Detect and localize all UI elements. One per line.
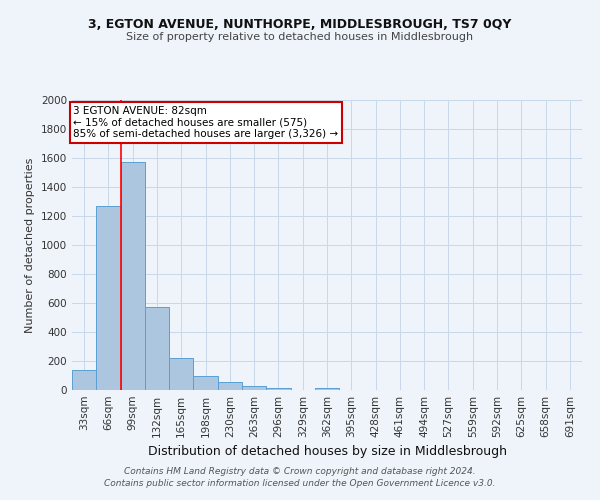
Bar bbox=[218, 382, 242, 390]
Bar bbox=[169, 358, 193, 390]
Bar bbox=[121, 162, 145, 390]
Bar bbox=[315, 388, 339, 390]
Bar bbox=[242, 386, 266, 390]
Bar bbox=[193, 376, 218, 390]
Bar bbox=[72, 370, 96, 390]
Y-axis label: Number of detached properties: Number of detached properties bbox=[25, 158, 35, 332]
Bar bbox=[266, 388, 290, 390]
Bar bbox=[145, 308, 169, 390]
Text: Contains HM Land Registry data © Crown copyright and database right 2024.
Contai: Contains HM Land Registry data © Crown c… bbox=[104, 466, 496, 487]
X-axis label: Distribution of detached houses by size in Middlesbrough: Distribution of detached houses by size … bbox=[148, 446, 506, 458]
Text: Size of property relative to detached houses in Middlesbrough: Size of property relative to detached ho… bbox=[127, 32, 473, 42]
Bar bbox=[96, 206, 121, 390]
Text: 3 EGTON AVENUE: 82sqm
← 15% of detached houses are smaller (575)
85% of semi-det: 3 EGTON AVENUE: 82sqm ← 15% of detached … bbox=[73, 106, 338, 139]
Text: 3, EGTON AVENUE, NUNTHORPE, MIDDLESBROUGH, TS7 0QY: 3, EGTON AVENUE, NUNTHORPE, MIDDLESBROUG… bbox=[88, 18, 512, 30]
